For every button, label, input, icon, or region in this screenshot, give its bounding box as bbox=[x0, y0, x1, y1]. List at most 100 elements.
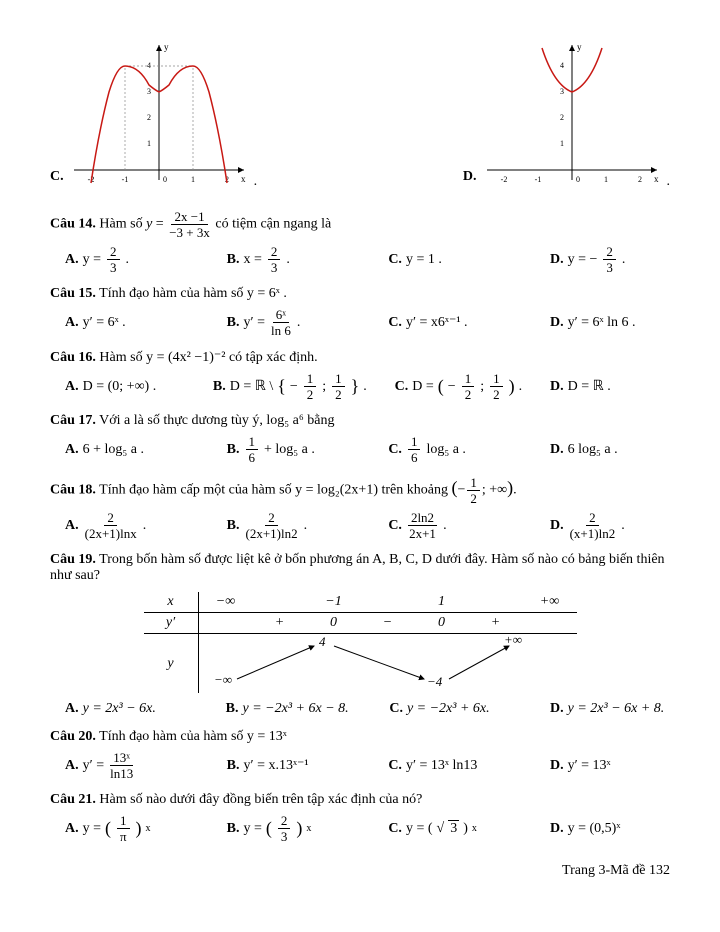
q15-opt-a: A. y′ = 6ˣ . bbox=[65, 308, 185, 337]
q18-opt-d: D. 2(x+1)ln2. bbox=[550, 511, 670, 540]
q18-title: Câu 18. Tính đạo hàm cấp một của hàm số … bbox=[50, 476, 670, 505]
q21-opt-b: B. y =(23)x bbox=[227, 814, 347, 843]
q19-opt-b: B. y = −2x³ + 6x − 8. bbox=[226, 701, 349, 717]
question-16: Câu 16. Hàm số y = (4x² −1)⁻² có tập xác… bbox=[50, 349, 670, 401]
q17-prefix: Câu 17. bbox=[50, 413, 96, 428]
q14-b-label: B. bbox=[227, 252, 240, 268]
q14-title: Câu 14. Hàm số y = 2x −1−3 + 3x có tiệm … bbox=[50, 210, 670, 239]
q15-prefix: Câu 15. bbox=[50, 286, 96, 301]
svg-text:x: x bbox=[654, 174, 659, 184]
table-y-label: y bbox=[144, 634, 199, 694]
svg-text:0: 0 bbox=[576, 175, 580, 184]
svg-text:y: y bbox=[577, 42, 582, 52]
q17-opt-c: C. 16log₅ a . bbox=[388, 435, 508, 464]
q14-den: −3 + 3x bbox=[169, 225, 210, 239]
q17-opt-d: D. 6 log₅ a . bbox=[550, 435, 670, 464]
q20-prefix: Câu 20. bbox=[50, 729, 96, 744]
q14-a-label: A. bbox=[65, 252, 79, 268]
q16-opt-c: C. D = (−12; 12) . bbox=[395, 372, 522, 401]
chart-d: x y -2 -1 0 1 2 1 2 3 4 bbox=[482, 40, 662, 190]
q14-text: Hàm số bbox=[96, 217, 146, 232]
q19-opt-c: C. y = −2x³ + 6x. bbox=[389, 701, 509, 717]
q20-title: Câu 20. Tính đạo hàm của hàm số y = 13ˣ bbox=[50, 729, 670, 745]
question-15: Câu 15. Tính đạo hàm của hàm số y = 6ˣ .… bbox=[50, 286, 670, 337]
q14-c-label: C. bbox=[388, 252, 402, 268]
q14-c-text: y = 1 . bbox=[406, 252, 442, 268]
svg-text:3: 3 bbox=[560, 87, 564, 96]
question-14: Câu 14. Hàm số y = 2x −1−3 + 3x có tiệm … bbox=[50, 210, 670, 274]
q21-prefix: Câu 21. bbox=[50, 792, 96, 807]
q20-opt-a: A. y′ =13ˣln13 bbox=[65, 751, 185, 780]
q17-options: A. 6 + log₅ a . B. 16+ log₅ a . C. 16log… bbox=[50, 435, 670, 464]
q19-text: Trong bốn hàm số được liệt kê ở bốn phươ… bbox=[50, 552, 665, 583]
chart-c: x y -2 -1 0 1 2 1 2 3 4 bbox=[69, 40, 249, 190]
svg-text:4: 4 bbox=[319, 634, 326, 649]
graph-c-label: C. bbox=[50, 169, 64, 185]
question-21: Câu 21. Hàm số nào dưới đây đồng biến tr… bbox=[50, 792, 670, 843]
q18-prefix: Câu 18. bbox=[50, 483, 96, 498]
q16-options: A. D = (0; +∞) . B. D = ℝ \ {−12; 12} . … bbox=[50, 372, 670, 401]
q18-opt-b: B. 2(2x+1)ln2. bbox=[227, 511, 347, 540]
graph-d: D. x y -2 -1 0 1 2 1 2 3 4 . bbox=[463, 40, 670, 190]
question-20: Câu 20. Tính đạo hàm của hàm số y = 13ˣ … bbox=[50, 729, 670, 780]
q17-opt-b: B. 16+ log₅ a . bbox=[227, 435, 347, 464]
variation-arrows: −∞ 4 −4 +∞ bbox=[199, 634, 529, 689]
graph-c-period: . bbox=[254, 174, 258, 190]
q19-options: A. y = 2x³ − 6x. B. y = −2x³ + 6x − 8. C… bbox=[50, 701, 670, 717]
q16-title: Câu 16. Hàm số y = (4x² −1)⁻² có tập xác… bbox=[50, 349, 670, 366]
q18-opt-a: A. 2(2x+1)lnx. bbox=[65, 511, 185, 540]
q17-title: Câu 17. Với a là số thực dương tùy ý, lo… bbox=[50, 413, 670, 429]
q15-opt-b: B. y′ =6ˣln 6. bbox=[227, 308, 347, 337]
q14-suffix: có tiệm cận ngang là bbox=[215, 217, 331, 232]
page-footer: Trang 3-Mã đề 132 bbox=[50, 863, 670, 879]
q14-opt-a: A. y =23. bbox=[65, 245, 185, 274]
q19-prefix: Câu 19. bbox=[50, 552, 96, 567]
q21-opt-d: D. y = (0,5)ˣ bbox=[550, 814, 670, 843]
q19-title: Câu 19. Trong bốn hàm số được liệt kê ở … bbox=[50, 552, 670, 584]
svg-text:1: 1 bbox=[191, 175, 195, 184]
svg-text:0: 0 bbox=[163, 175, 167, 184]
svg-text:−4: −4 bbox=[427, 674, 443, 689]
question-18: Câu 18. Tính đạo hàm cấp một của hàm số … bbox=[50, 476, 670, 540]
question-19: Câu 19. Trong bốn hàm số được liệt kê ở … bbox=[50, 552, 670, 717]
svg-text:+∞: +∞ bbox=[504, 634, 522, 647]
svg-text:2: 2 bbox=[147, 113, 151, 122]
variation-table: x −∞ −1 1 +∞ y′ + 0 − 0 + y −∞ 4 bbox=[144, 592, 577, 693]
q16-prefix: Câu 16. bbox=[50, 350, 96, 365]
q15-text: Tính đạo hàm của hàm số y = 6ˣ . bbox=[96, 286, 287, 301]
svg-text:3: 3 bbox=[147, 87, 151, 96]
svg-text:4: 4 bbox=[147, 61, 151, 70]
q20-opt-d: D. y′ = 13ˣ bbox=[550, 751, 670, 780]
q20-text: Tính đạo hàm của hàm số y = 13ˣ bbox=[96, 729, 287, 744]
graph-c: C. x y -2 -1 0 1 2 1 2 3 4 bbox=[50, 40, 257, 190]
q18-text: Tính đạo hàm cấp một của hàm số y = log₂… bbox=[96, 483, 452, 498]
q14-a-lhs: y = bbox=[83, 252, 101, 268]
q19-opt-a: A. y = 2x³ − 6x. bbox=[65, 701, 185, 717]
svg-text:-1: -1 bbox=[534, 175, 541, 184]
svg-text:2: 2 bbox=[638, 175, 642, 184]
q14-opt-c: C. y = 1 . bbox=[388, 245, 508, 274]
q18-opt-c: C. 2ln22x+1. bbox=[388, 511, 508, 540]
table-x-label: x bbox=[144, 592, 199, 613]
q14-b-lhs: x = bbox=[244, 252, 262, 268]
q17-opt-a: A. 6 + log₅ a . bbox=[65, 435, 185, 464]
q19-opt-d: D. y = 2x³ − 6x + 8. bbox=[550, 701, 670, 717]
svg-text:−∞: −∞ bbox=[214, 672, 232, 687]
q16-text: Hàm số y = (4x² −1)⁻² có tập xác định. bbox=[96, 350, 318, 365]
q20-options: A. y′ =13ˣln13 B. y′ = x.13ˣ⁻¹ C. y′ = 1… bbox=[50, 751, 670, 780]
q17-text: Với a là số thực dương tùy ý, log₅ a⁶ bằ… bbox=[96, 413, 335, 428]
table-yp-label: y′ bbox=[144, 613, 199, 634]
q21-title: Câu 21. Hàm số nào dưới đây đồng biến tr… bbox=[50, 792, 670, 808]
q14-d-lhs: y = − bbox=[568, 252, 598, 268]
svg-text:4: 4 bbox=[560, 61, 564, 70]
q21-opt-a: A. y =(1π)x bbox=[65, 814, 185, 843]
q16-opt-d: D. D = ℝ . bbox=[550, 372, 670, 401]
q14-num: 2x −1 bbox=[171, 210, 207, 225]
q14-opt-b: B. x =23. bbox=[227, 245, 347, 274]
q21-opt-c: C. y = (√3)x bbox=[388, 814, 508, 843]
graph-d-period: . bbox=[667, 174, 671, 190]
svg-text:1: 1 bbox=[560, 139, 564, 148]
q14-prefix: Câu 14. bbox=[50, 217, 96, 232]
q14-options: A. y =23. B. x =23. C. y = 1 . D. y = −2… bbox=[50, 245, 670, 274]
q18-options: A. 2(2x+1)lnx. B. 2(2x+1)ln2. C. 2ln22x+… bbox=[50, 511, 670, 540]
